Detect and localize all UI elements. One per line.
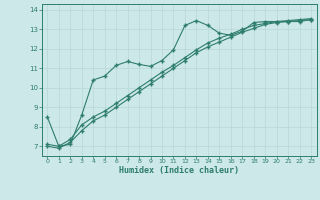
X-axis label: Humidex (Indice chaleur): Humidex (Indice chaleur) [119, 166, 239, 175]
